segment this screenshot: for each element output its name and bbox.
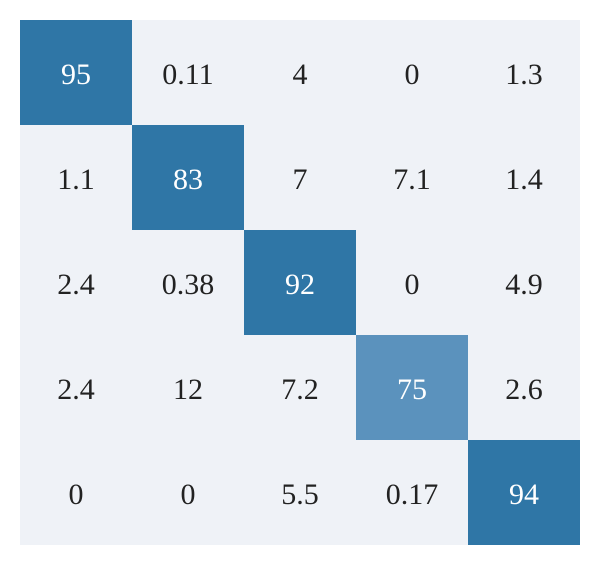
cell-value-label-r2-c2: 83: [173, 163, 203, 196]
heatmap-cell-r1-c2: [132, 20, 244, 125]
heatmap-cells: [20, 20, 580, 545]
cell-value-label-r5-c5: 94: [509, 478, 539, 511]
heatmap-cell-r1-c1: [20, 20, 132, 125]
cell-value-label-r3-c4: 0: [405, 268, 420, 301]
cell-value-label-r4-c4: 75: [397, 373, 427, 406]
cell-value-label-r2-c5: 1.4: [505, 163, 543, 196]
cell-value-label-r5-c3: 5.5: [281, 478, 319, 511]
cell-value-label-r5-c2: 0: [181, 478, 196, 511]
heatmap-cell-r5-c4: [356, 440, 468, 545]
heatmap-cell-r1-c3: [244, 20, 356, 125]
cell-value-label-r1-c3: 4: [293, 58, 308, 91]
heatmap-cell-r5-c2: [132, 440, 244, 545]
cell-value-label-r2-c3: 7: [293, 163, 308, 196]
cell-value-label-r5-c1: 0: [69, 478, 84, 511]
heatmap-cell-r2-c1: [20, 125, 132, 230]
heatmap-cell-r4-c3: [244, 335, 356, 440]
heatmap-cell-r5-c5: [468, 440, 580, 545]
cell-value-label-r3-c1: 2.4: [57, 268, 95, 301]
heatmap-cell-r1-c5: [468, 20, 580, 125]
cell-value-label-r1-c5: 1.3: [505, 58, 543, 91]
cell-value-label-r2-c1: 1.1: [57, 163, 95, 196]
cell-value-label-r1-c1: 95: [61, 58, 91, 91]
cell-value-label-r1-c4: 0: [405, 58, 420, 91]
heatmap-cell-r2-c5: [468, 125, 580, 230]
cell-value-label-r3-c2: 0.38: [162, 268, 215, 301]
cell-value-label-r5-c4: 0.17: [386, 478, 439, 511]
heatmap-cell-r2-c3: [244, 125, 356, 230]
cell-value-label-r3-c5: 4.9: [505, 268, 543, 301]
heatmap-cell-r4-c4: [356, 335, 468, 440]
heatmap-cell-r5-c1: [20, 440, 132, 545]
heatmap-cell-r5-c3: [244, 440, 356, 545]
cell-value-label-r4-c5: 2.6: [505, 373, 543, 406]
heatmap-cell-r3-c1: [20, 230, 132, 335]
heatmap-value-labels: 95 0.11 4 0 1.3 1.1 83 7 7.1 1.4 2.4 0.38 92 0 4.9 2.4 1…: [57, 58, 543, 511]
heatmap-cell-r2-c2: [132, 125, 244, 230]
cell-value-label-r2-c4: 7.1: [393, 163, 431, 196]
cell-value-label-r4-c2: 12: [173, 373, 203, 406]
cell-value-label-r3-c3: 92: [285, 268, 315, 301]
cell-value-label-r4-c1: 2.4: [57, 373, 95, 406]
heatmap-cell-r3-c2: [132, 230, 244, 335]
cell-value-label-r4-c3: 7.2: [281, 373, 319, 406]
heatmap-cell-r3-c5: [468, 230, 580, 335]
heatmap-cell-r4-c1: [20, 335, 132, 440]
heatmap-cell-r2-c4: [356, 125, 468, 230]
heatmap-cell-r3-c4: [356, 230, 468, 335]
cell-value-label-r1-c2: 0.11: [162, 58, 213, 91]
heatmap-cell-r1-c4: [356, 20, 468, 125]
heatmap-cell-r3-c3: [244, 230, 356, 335]
heatmap-cell-r4-c5: [468, 335, 580, 440]
heatmap-cell-r4-c2: [132, 335, 244, 440]
